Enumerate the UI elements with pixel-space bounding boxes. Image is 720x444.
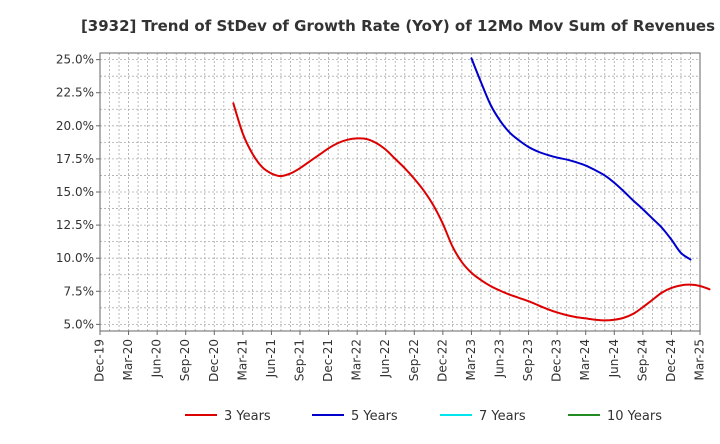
x-tick-label: Mar-21 (235, 339, 249, 380)
legend-label-10-years: 10 Years (607, 409, 662, 424)
x-tick-label: Sep-22 (407, 339, 421, 381)
x-axis: Dec-19 Mar-20 Jun-20 Sep-20 Dec-20 Mar-21 Jun-… (93, 331, 707, 382)
series-lines (232, 57, 711, 322)
x-tick-label: Jun-24 (607, 339, 621, 378)
legend-label-5-years: 5 Years (351, 409, 398, 424)
series-line-3-years (232, 102, 711, 322)
y-tick-label: 7.5% (64, 284, 95, 298)
x-tick-label: Jun-23 (493, 339, 507, 378)
chart-title: [3932] Trend of StDev of Growth Rate (Yo… (81, 17, 715, 35)
y-tick-label: 15.0% (56, 185, 94, 199)
x-tick-label: Mar-25 (693, 339, 707, 380)
y-tick-label: 5.0% (64, 317, 95, 331)
x-tick-label: Sep-21 (293, 339, 307, 381)
x-tick-label: Dec-24 (664, 339, 678, 382)
x-tick-label: Sep-23 (521, 339, 535, 381)
x-tick-label: Mar-23 (464, 339, 478, 380)
y-tick-label: 12.5% (56, 218, 94, 232)
x-tick-label: Jun-20 (150, 339, 164, 378)
series-line-5-years (470, 57, 692, 261)
x-tick-label: Jun-21 (264, 339, 278, 378)
y-tick-label: 22.5% (56, 86, 94, 100)
y-tick-label: 10.0% (56, 251, 94, 265)
legend-label-3-years: 3 Years (224, 409, 271, 424)
x-tick-label: Sep-20 (178, 339, 192, 381)
legend-label-7-years: 7 Years (479, 409, 526, 424)
x-tick-label: Mar-20 (121, 339, 135, 380)
legend: 3 Years 5 Years 7 Years 10 Years (185, 409, 662, 424)
y-tick-label: 25.0% (56, 53, 94, 67)
y-axis: 5.0% 7.5% 10.0% 12.5% 15.0% 17.5% 20.0% 22.5% 25… (56, 53, 100, 331)
x-tick-label: Dec-20 (207, 339, 221, 382)
grid (100, 53, 700, 331)
x-tick-label: Mar-22 (350, 339, 364, 380)
x-tick-label: Dec-21 (321, 339, 335, 382)
x-tick-label: Dec-22 (435, 339, 449, 382)
x-tick-label: Mar-24 (578, 339, 592, 380)
y-tick-label: 17.5% (56, 152, 94, 166)
x-tick-label: Dec-23 (550, 339, 564, 382)
x-tick-label: Dec-19 (93, 339, 107, 382)
x-tick-label: Jun-22 (378, 339, 392, 378)
x-tick-label: Sep-24 (635, 339, 649, 381)
y-tick-label: 20.0% (56, 119, 94, 133)
